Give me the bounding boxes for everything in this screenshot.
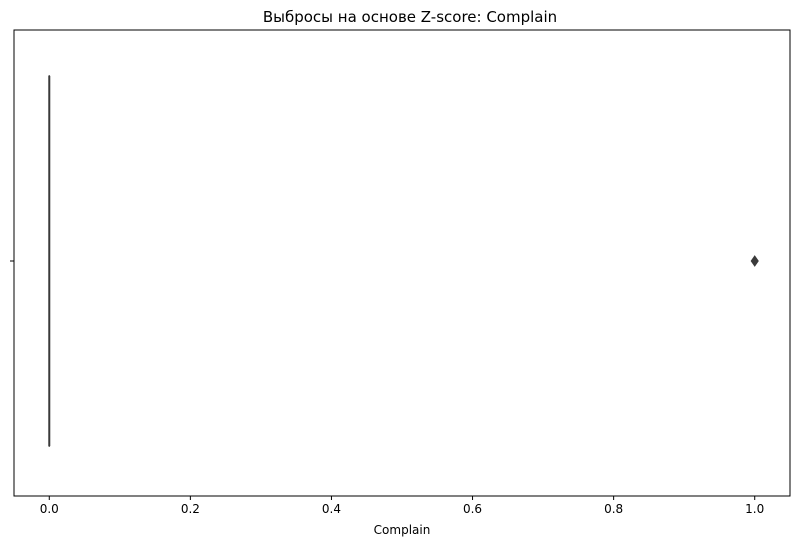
x-tick-label: 0.0 [40, 502, 59, 516]
x-tick-label: 0.2 [181, 502, 200, 516]
outlier-point [751, 256, 758, 266]
x-tick-label: 0.4 [322, 502, 341, 516]
x-axis-label: Complain [374, 523, 431, 537]
x-tick-label: 1.0 [745, 502, 764, 516]
x-tick-label: 0.6 [463, 502, 482, 516]
x-tick-label: 0.8 [604, 502, 623, 516]
box-plot-series [49, 76, 758, 446]
x-axis-ticks: 0.0 0.2 0.4 0.6 0.8 1.0 [40, 496, 765, 516]
plot-area-frame [14, 30, 790, 496]
chart-title: Выбросы на основе Z-score: Complain [263, 8, 557, 26]
